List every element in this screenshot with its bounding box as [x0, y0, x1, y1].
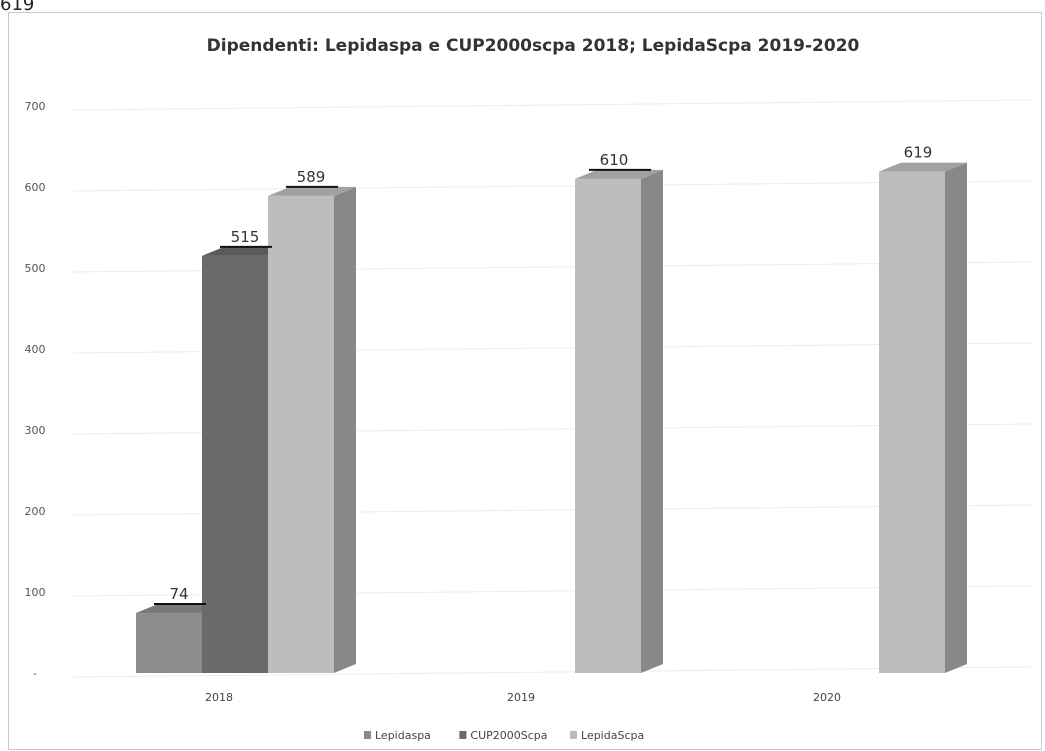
legend-item: Lepidaspa	[375, 729, 431, 742]
y-tick-label: 100	[25, 586, 46, 599]
bars	[136, 162, 967, 674]
bar-lepidascpa-2020	[879, 162, 967, 674]
page-fragment-number: 619	[0, 0, 35, 15]
data-label: 589	[297, 168, 326, 186]
data-label: 619	[904, 144, 933, 162]
x-tick-label: 2018	[205, 691, 233, 704]
data-label: 74	[169, 585, 188, 603]
data-labels: 74 515 589 610 619	[154, 144, 933, 606]
legend-swatch	[459, 731, 467, 739]
y-tick-label: 500	[25, 262, 46, 275]
x-tick-label: 2019	[507, 691, 535, 704]
y-tick-label: 700	[25, 100, 46, 113]
gridline	[72, 99, 1034, 111]
y-axis: - 100 200 300 400 500 600 700	[25, 100, 46, 680]
legend: Lepidaspa CUP2000Scpa LepidaScpa	[364, 729, 644, 742]
chart-title: Dipendenti: Lepidaspa e CUP2000scpa 2018…	[207, 36, 860, 56]
gridlines	[72, 99, 1034, 678]
legend-item: LepidaScpa	[581, 729, 644, 742]
legend-swatch	[570, 731, 577, 739]
chart: Dipendenti: Lepidaspa e CUP2000scpa 2018…	[25, 36, 1034, 742]
y-tick-label: 400	[25, 343, 46, 356]
y-tick-label: 200	[25, 505, 46, 518]
legend-swatch	[364, 731, 371, 739]
data-label: 610	[600, 151, 629, 169]
chart-frame: Dipendenti: Lepidaspa e CUP2000scpa 2018…	[8, 12, 1042, 750]
bar-lepidascpa-2018	[268, 186, 356, 673]
y-tick-label: -	[33, 667, 37, 680]
data-label: 515	[231, 228, 260, 246]
x-tick-label: 2020	[813, 691, 841, 704]
legend-item: CUP2000Scpa	[470, 729, 547, 742]
x-axis: 2018 2019 2020	[205, 691, 841, 704]
bar-lepidascpa-2019	[575, 169, 663, 673]
gridline	[72, 666, 1034, 678]
gridline	[72, 180, 1034, 192]
y-tick-label: 600	[25, 181, 46, 194]
y-tick-label: 300	[25, 424, 46, 437]
